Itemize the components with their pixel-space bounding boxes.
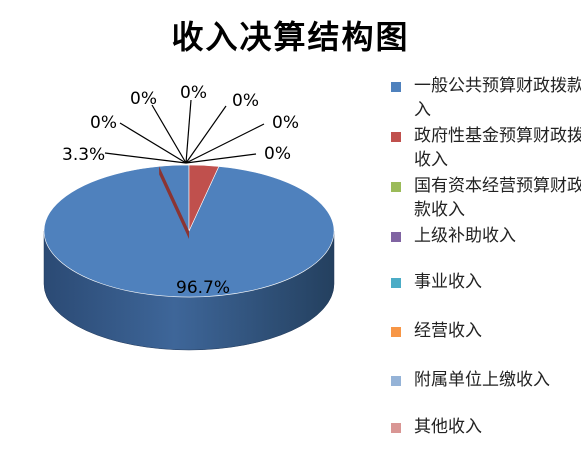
data-label-4: 0% [130, 89, 157, 109]
legend-item-6: 经营收入 [388, 319, 581, 343]
chart-title: 收入决算结构图 [171, 18, 410, 56]
labels-group: 96.7% 3.3% 0% 0% 0% 0% 0% 0% [62, 83, 299, 298]
leader-line-8 [185, 153, 257, 164]
data-label-1: 96.7% [176, 278, 230, 298]
legend-swatch-4 [391, 232, 401, 242]
legend-swatch-2 [391, 132, 401, 142]
legend-label-8: 其他收入 [414, 417, 482, 437]
legend-swatch-5 [391, 278, 401, 288]
leader-line-6 [185, 105, 227, 164]
pie-slice-2-edge [159, 166, 189, 239]
legend-label-4: 上级补助收入 [414, 226, 516, 246]
legend-item-3: 国有资本经营预算财政拨款收入 [388, 174, 581, 222]
leader-line-5 [185, 99, 192, 164]
leader-line-4 [151, 104, 187, 164]
legend-swatch-3 [391, 182, 401, 192]
legend-label-1: 一般公共预算财政拨款收入 [414, 76, 581, 120]
legend-swatch-1 [391, 82, 401, 92]
data-label-7: 0% [272, 113, 299, 133]
legend-item-5: 事业收入 [388, 270, 581, 294]
leader-line-7 [185, 123, 265, 164]
leader-line-3 [119, 122, 187, 164]
pie-group [43, 164, 335, 351]
legend-label-3: 国有资本经营预算财政拨款收入 [414, 176, 581, 220]
pie-slice-2 [188, 164, 220, 232]
legend-item-4: 上级补助收入 [388, 224, 581, 248]
legend-item-1: 一般公共预算财政拨款收入 [388, 74, 581, 122]
legend-label-6: 经营收入 [414, 321, 482, 341]
legend-item-8: 其他收入 [388, 415, 581, 439]
data-label-5: 0% [180, 83, 207, 103]
data-label-2: 3.3% [62, 145, 105, 165]
legend-swatch-7 [391, 376, 401, 386]
legend-swatch-8 [391, 423, 401, 433]
legend-label-5: 事业收入 [414, 272, 482, 292]
legend-item-2: 政府性基金预算财政拨款收入 [388, 124, 581, 172]
legend-item-7: 附属单位上缴收入 [388, 368, 581, 392]
leader-line-2 [104, 152, 187, 164]
legend-swatch-6 [391, 327, 401, 337]
data-label-6: 0% [232, 91, 259, 111]
legend-label-2: 政府性基金预算财政拨款收入 [414, 126, 581, 170]
data-label-3: 0% [90, 113, 117, 133]
data-label-8: 0% [264, 144, 291, 164]
legend-label-7: 附属单位上缴收入 [414, 370, 550, 390]
